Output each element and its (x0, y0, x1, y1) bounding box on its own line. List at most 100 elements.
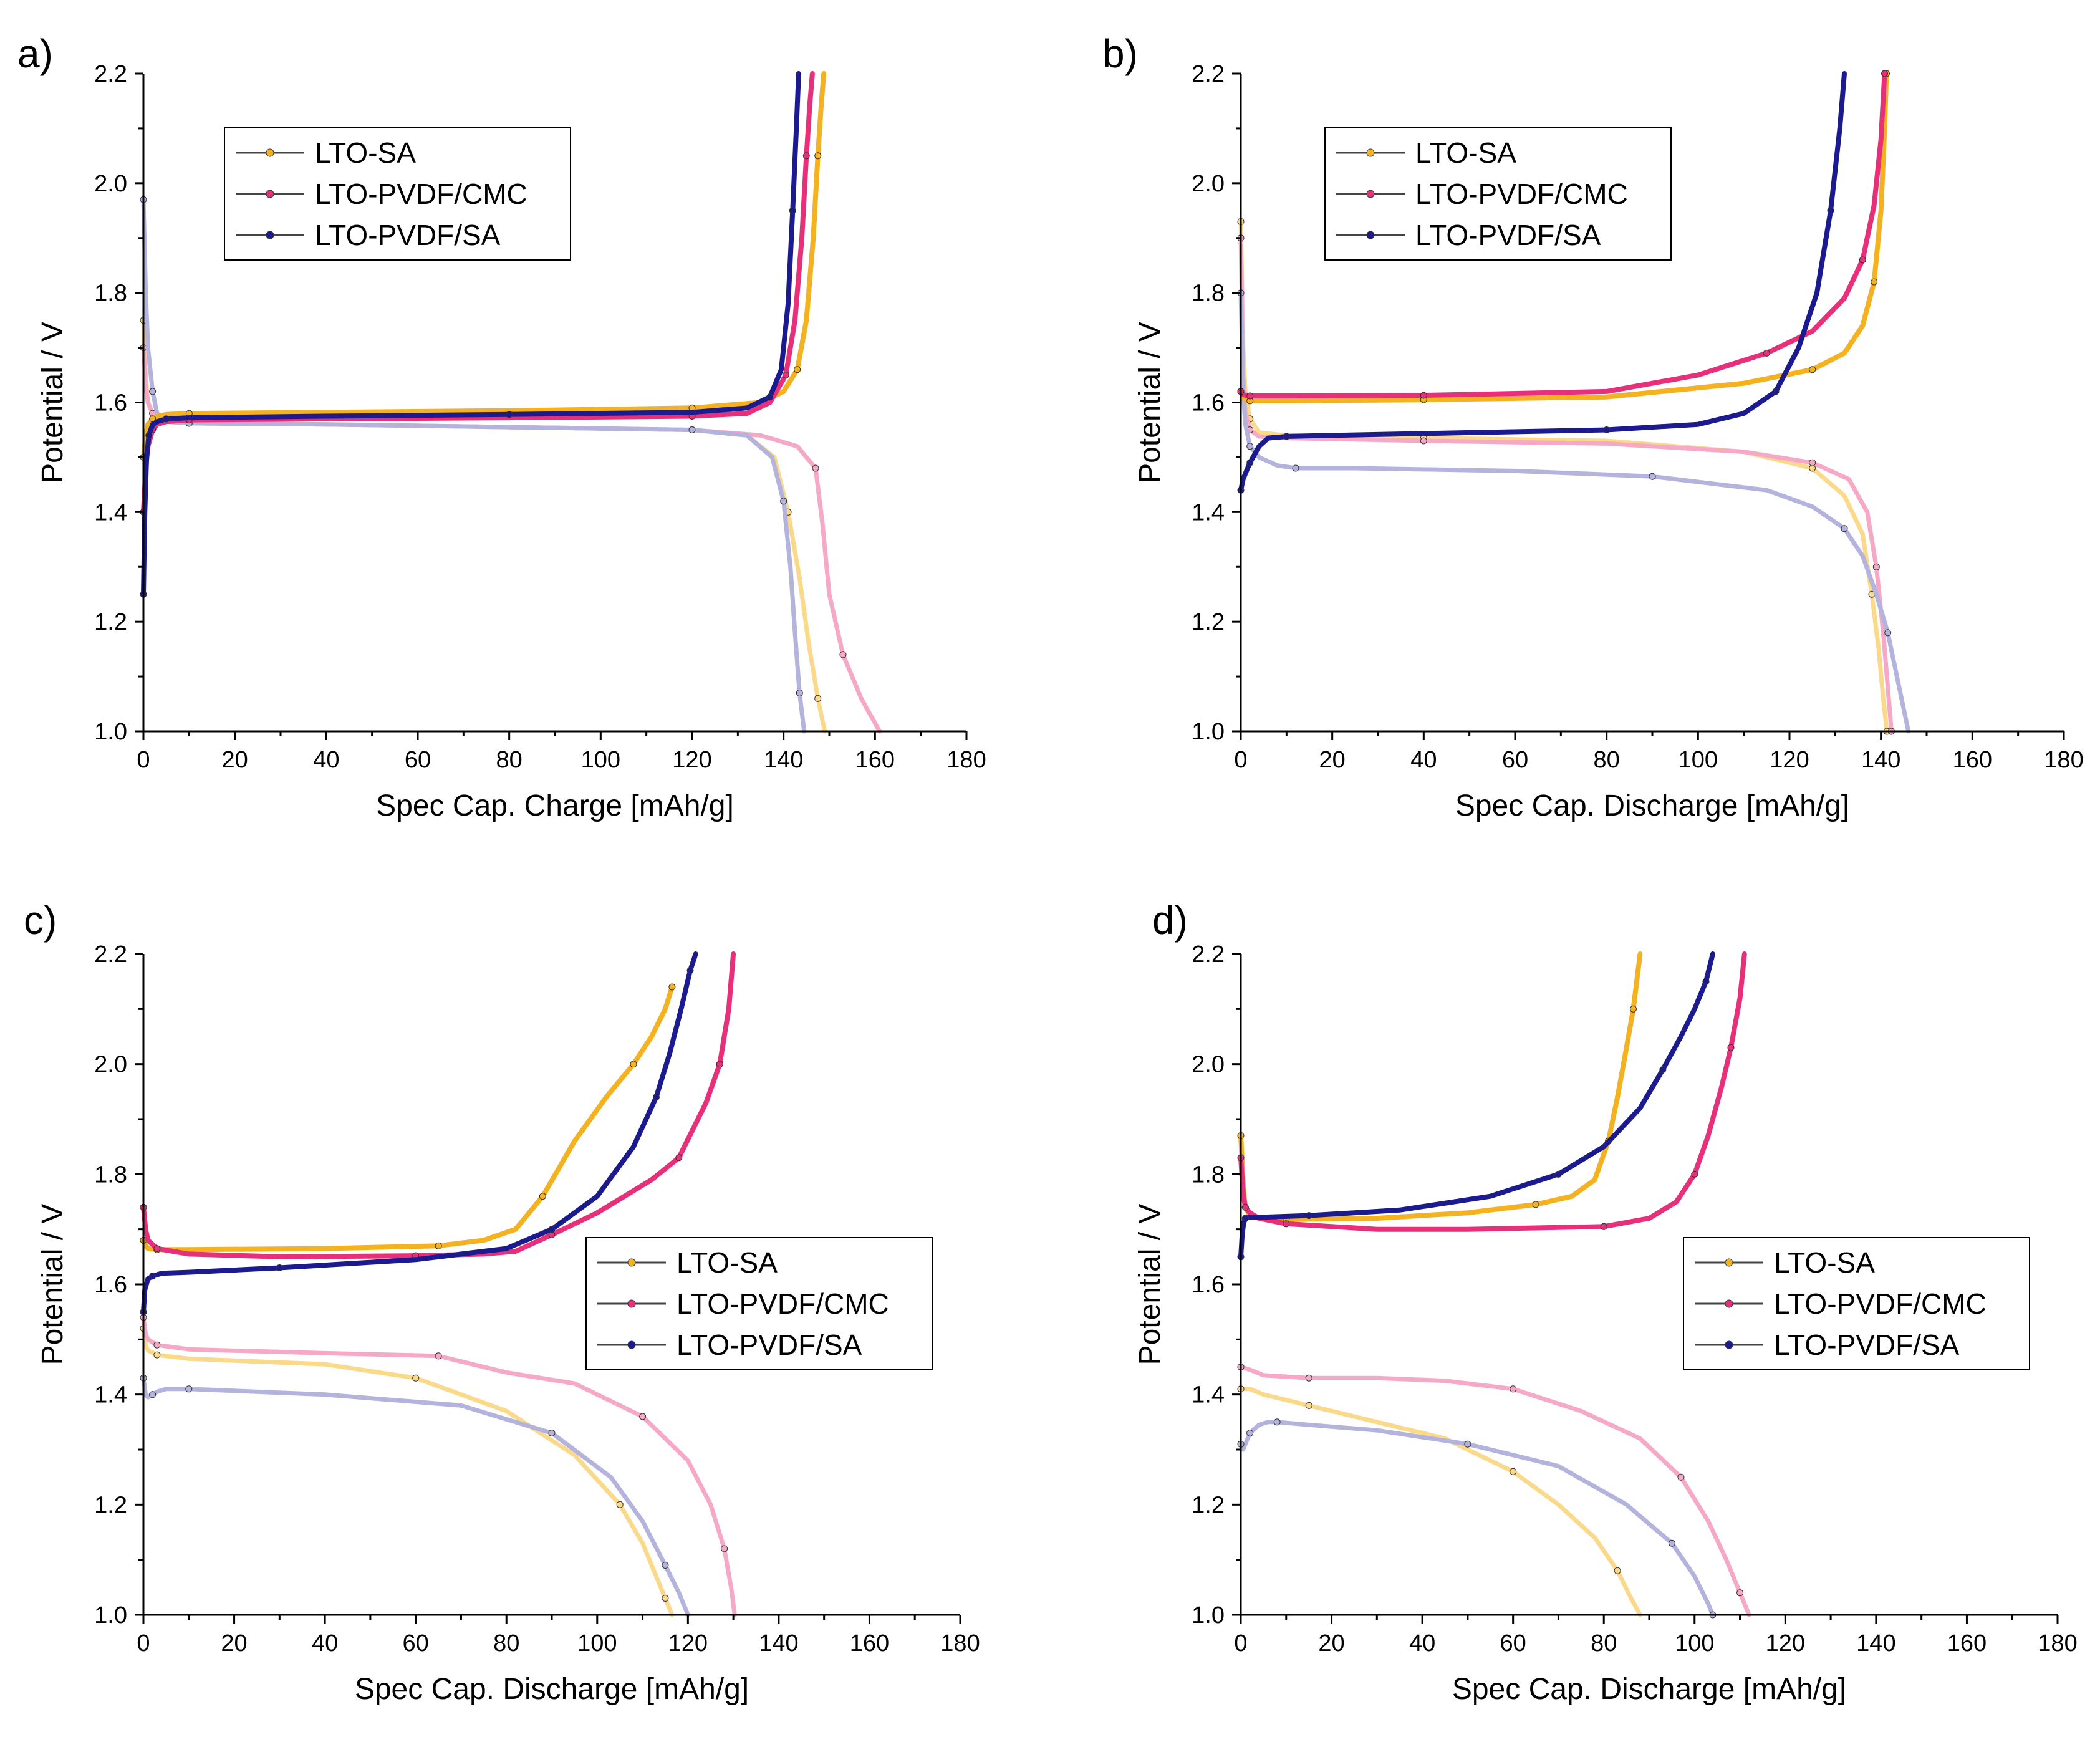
x-tick-label-a: 20 (222, 747, 248, 773)
legend-label-c: LTO-PVDF/SA (677, 1329, 862, 1361)
y-tick-label-a: 1.4 (94, 499, 127, 526)
marker-lto-pvdf-sa-discharge (662, 1562, 669, 1569)
x-tick-label-a: 0 (137, 747, 150, 773)
y-tick-label-c: 1.4 (94, 1382, 127, 1408)
x-tick-label-d: 100 (1675, 1630, 1714, 1657)
curve-lto-pvdf-cmc-discharge (141, 1315, 737, 1617)
marker-lto-pvdf-cmc-charge (802, 152, 810, 160)
curve-lto-sa-discharge (1238, 1387, 1642, 1617)
marker-lto-pvdf-cmc-charge (153, 1245, 161, 1253)
curve-lto-pvdf-sa-discharge (141, 1375, 690, 1617)
marker-lto-sa-charge (668, 983, 676, 991)
x-tick-label-d: 0 (1234, 1630, 1247, 1657)
marker-lto-pvdf-cmc-discharge (1677, 1473, 1685, 1481)
panel-d: d) 0 20 40 60 80 100 120 140 160 180 1.0 1.2 1.4 1.6 1.… (1134, 898, 2078, 1706)
legend-label-c: LTO-SA (677, 1246, 778, 1279)
x-tick-label-a: 140 (764, 747, 803, 773)
y-tick-label-b: 1.4 (1192, 499, 1225, 526)
x-tick-label-d: 40 (1409, 1630, 1435, 1657)
curve-lto-sa-charge (1238, 951, 1643, 1222)
legend-a: LTO-SA LTO-PVDF/CMC LTO-PVDF/SA (224, 127, 571, 261)
marker-lto-sa-charge (539, 1193, 546, 1200)
legend-swatch-marker-a (266, 190, 274, 198)
legend-label-d: LTO-PVDF/CMC (1774, 1287, 1987, 1320)
marker-lto-pvdf-sa-charge (1305, 1212, 1312, 1220)
marker-lto-sa-charge (1809, 366, 1816, 373)
curve-lto-sa-discharge (141, 1326, 675, 1617)
curve-lto-pvdf-sa-discharge (1238, 1420, 1715, 1617)
marker-lto-pvdf-cmc-discharge (839, 651, 847, 658)
y-tick-label-c: 2.2 (94, 941, 127, 968)
x-tick-label-b: 160 (1953, 747, 1992, 773)
marker-lto-pvdf-cmc-discharge (1510, 1385, 1517, 1393)
curve-lto-pvdf-sa-charge (141, 71, 801, 597)
y-tick-label-b: 1.2 (1192, 609, 1225, 635)
x-tick-label-c: 140 (759, 1630, 798, 1657)
marker-lto-sa-discharge (662, 1595, 669, 1602)
marker-lto-pvdf-sa-charge (1702, 978, 1710, 985)
marker-lto-sa-discharge (616, 1501, 624, 1508)
legend-swatch-marker-b (1366, 190, 1375, 198)
panel-c: c) 0 20 40 60 80 100 120 140 160 180 1.0 1.2 1.4 1.6 1.… (24, 898, 980, 1706)
marker-lto-pvdf-cmc-discharge (1420, 437, 1427, 445)
marker-lto-pvdf-sa-charge (1603, 426, 1611, 433)
x-tick-label-d: 120 (1766, 1630, 1805, 1657)
panel-letter-c: c) (24, 898, 57, 943)
legend-label-b: LTO-PVDF/CMC (1415, 178, 1628, 210)
marker-lto-pvdf-cmc-charge (1859, 256, 1866, 264)
marker-lto-sa-discharge (153, 1351, 161, 1359)
x-tick-label-c: 120 (668, 1630, 708, 1657)
marker-lto-sa-charge (814, 152, 822, 160)
marker-lto-sa-discharge (1614, 1567, 1621, 1574)
panels: a) 0 20 40 60 80 100 120 140 160 180 1.0 1.2 1.4 1.6 1.… (17, 31, 2084, 1706)
legend-label-b: LTO-PVDF/SA (1415, 219, 1601, 251)
marker-lto-pvdf-cmc-discharge (1305, 1374, 1312, 1382)
y-axis-title-b: Potential / V (1134, 322, 1167, 483)
x-tick-label-a: 80 (496, 747, 523, 773)
marker-lto-pvdf-sa-discharge (1273, 1418, 1281, 1426)
x-tick-label-b: 40 (1410, 747, 1437, 773)
marker-lto-pvdf-sa-discharge (1464, 1440, 1471, 1448)
y-tick-label-c: 2.0 (94, 1052, 127, 1078)
y-tick-label-d: 1.4 (1192, 1382, 1225, 1408)
marker-lto-pvdf-cmc-charge (1420, 392, 1427, 399)
x-axis-title-c: Spec Cap. Discharge [mAh/g] (355, 1673, 749, 1706)
legend-swatch-marker-c (627, 1340, 636, 1349)
marker-lto-sa-discharge (814, 695, 822, 702)
marker-lto-pvdf-sa-discharge (149, 388, 157, 395)
marker-lto-pvdf-cmc-charge (1600, 1223, 1607, 1230)
marker-lto-pvdf-cmc-charge (1241, 1203, 1249, 1211)
curves-a (140, 71, 882, 734)
marker-lto-pvdf-cmc-charge (716, 1061, 723, 1068)
x-tick-label-c: 20 (221, 1630, 247, 1657)
marker-lto-pvdf-cmc-charge (1691, 1170, 1698, 1178)
x-tick-label-c: 80 (493, 1630, 519, 1657)
y-tick-label-a: 2.2 (94, 61, 127, 87)
panel-letter-b: b) (1102, 31, 1138, 76)
curve-lto-pvdf-cmc-discharge (1238, 1365, 1751, 1617)
x-tick-label-b: 0 (1234, 747, 1247, 773)
x-tick-label-b: 180 (2044, 747, 2083, 773)
marker-lto-sa-discharge (1510, 1468, 1517, 1475)
marker-lto-pvdf-sa-discharge (185, 1385, 193, 1393)
marker-lto-pvdf-sa-discharge (1292, 464, 1299, 472)
x-tick-label-b: 100 (1679, 747, 1718, 773)
marker-lto-pvdf-sa-charge (1246, 459, 1254, 466)
x-tick-label-d: 60 (1500, 1630, 1526, 1657)
marker-lto-pvdf-sa-charge (1772, 388, 1780, 395)
legend-label-c: LTO-PVDF/CMC (677, 1287, 889, 1320)
x-tick-label-d: 140 (1856, 1630, 1895, 1657)
legend-label-a: LTO-SA (315, 137, 416, 169)
curves-c (140, 951, 737, 1617)
x-tick-label-c: 100 (577, 1630, 617, 1657)
x-tick-label-d: 80 (1591, 1630, 1617, 1657)
y-tick-label-a: 1.2 (94, 609, 127, 635)
marker-lto-pvdf-cmc-charge (1283, 1220, 1290, 1228)
y-tick-label-c: 1.0 (94, 1602, 127, 1629)
marker-lto-pvdf-sa-discharge (548, 1430, 556, 1436)
y-tick-label-b: 1.6 (1192, 390, 1225, 416)
legend-swatch-marker-d (1725, 1299, 1733, 1308)
x-tick-label-c: 40 (312, 1630, 338, 1657)
marker-lto-pvdf-sa-discharge (1246, 443, 1254, 450)
